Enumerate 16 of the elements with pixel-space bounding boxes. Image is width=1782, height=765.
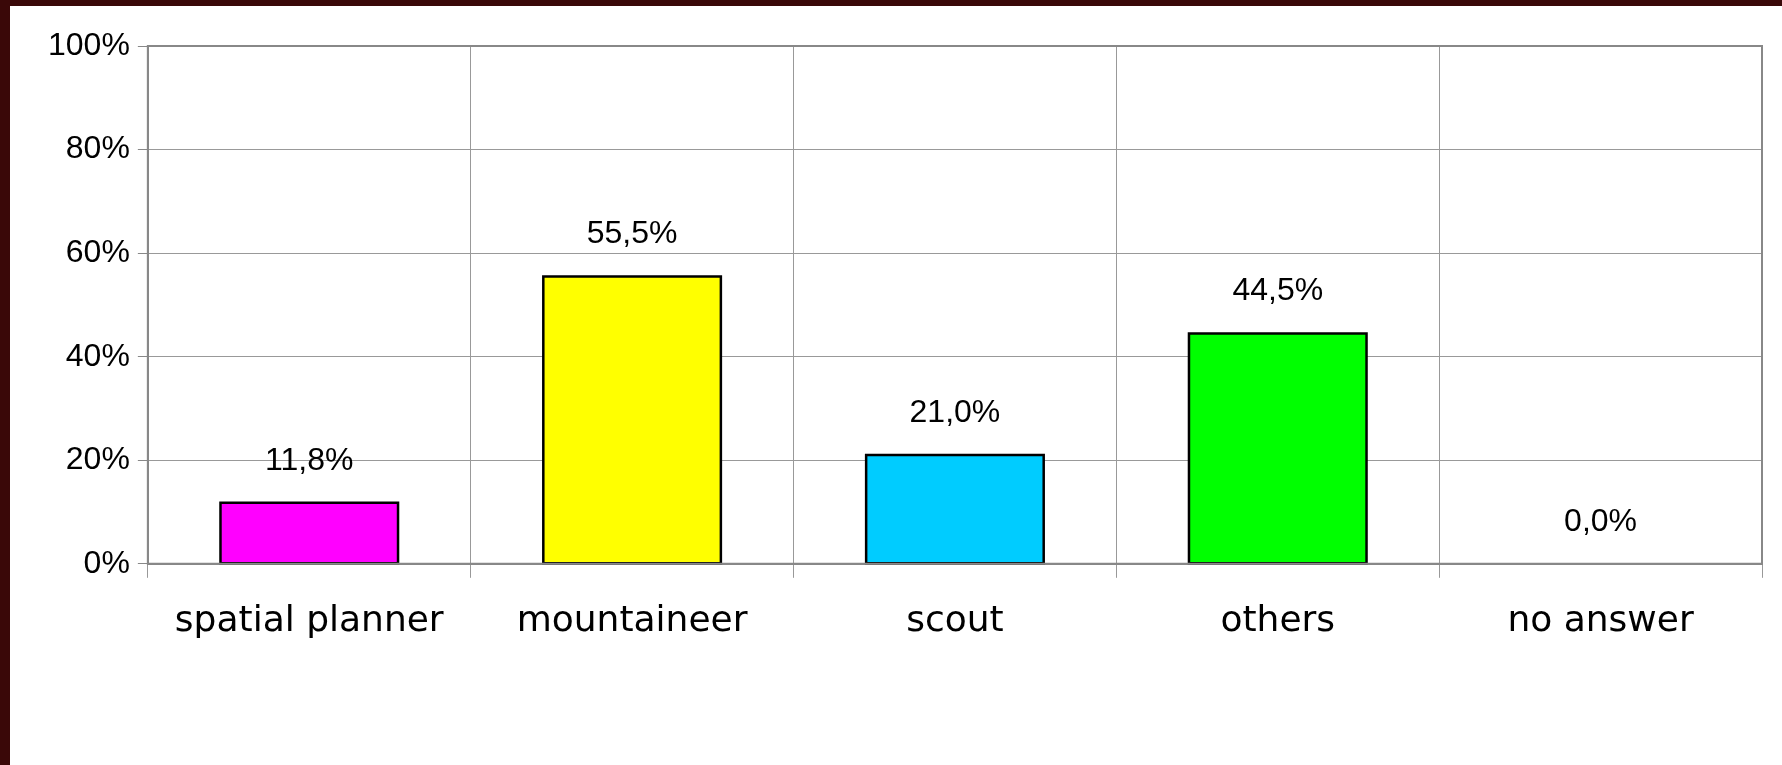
x-tick-label: spatial planner (174, 597, 444, 639)
x-tick-label: no answer (1507, 597, 1694, 639)
x-tick-label: mountaineer (516, 597, 748, 639)
data-label: 55,5% (586, 214, 678, 251)
data-label: 44,5% (1232, 271, 1324, 308)
y-tick-label: 60% (65, 232, 130, 269)
data-label: 11,8% (265, 440, 354, 477)
data-label: 21,0% (909, 392, 1001, 429)
x-tick-label: scout (906, 597, 1004, 639)
y-tick-label: 40% (65, 336, 130, 373)
y-tick-label: 0% (83, 543, 130, 580)
y-tick-label: 100% (48, 25, 130, 62)
data-label: 0,0% (1564, 501, 1638, 538)
y-tick-label: 20% (65, 440, 130, 477)
x-tick-label: others (1220, 597, 1336, 639)
y-tick-label: 80% (65, 129, 130, 166)
